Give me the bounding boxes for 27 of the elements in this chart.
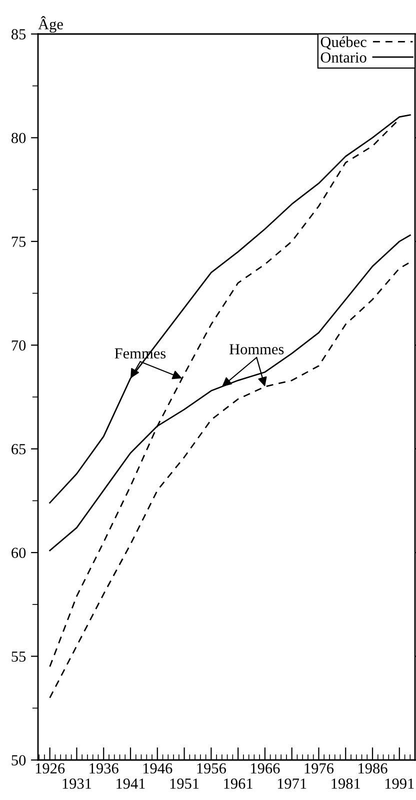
x2-tick-label: 1971 — [278, 778, 306, 789]
y-tick-label: 70 — [12, 340, 26, 351]
x2-tick-label: 1991 — [385, 778, 414, 789]
legend-label: Québec — [320, 36, 366, 50]
x-tick-label: 1946 — [143, 763, 172, 774]
x2-tick-label: 1941 — [116, 778, 145, 789]
y-tick-label: 80 — [12, 132, 26, 144]
y-tick-label: 60 — [12, 548, 26, 558]
x2-tick-label: 1981 — [332, 778, 360, 789]
x-tick-label: 1966 — [251, 763, 280, 774]
line-series — [49, 261, 411, 698]
y-axis-title: Âge — [38, 16, 63, 33]
annotation: Hommes — [229, 344, 284, 354]
x-tick-label: 1936 — [90, 763, 118, 774]
y-tick-label: 75 — [12, 236, 26, 247]
y-tick-label: 65 — [12, 444, 26, 454]
x-tick-label: 1926 — [36, 763, 65, 774]
x-tick-label: 1976 — [304, 763, 334, 774]
x2-tick-label: 1931 — [62, 778, 92, 789]
x2-tick-label: 1961 — [224, 778, 252, 789]
x-tick-label: 1956 — [197, 763, 226, 774]
y-tick-label: 85 — [12, 29, 26, 40]
legend-label: Ontario — [320, 52, 366, 63]
x2-tick-label: 1951 — [170, 778, 199, 789]
y-tick-label: 55 — [12, 652, 26, 662]
x-tick-label: 1986 — [358, 763, 388, 774]
y-tick-label: 50 — [12, 755, 26, 766]
